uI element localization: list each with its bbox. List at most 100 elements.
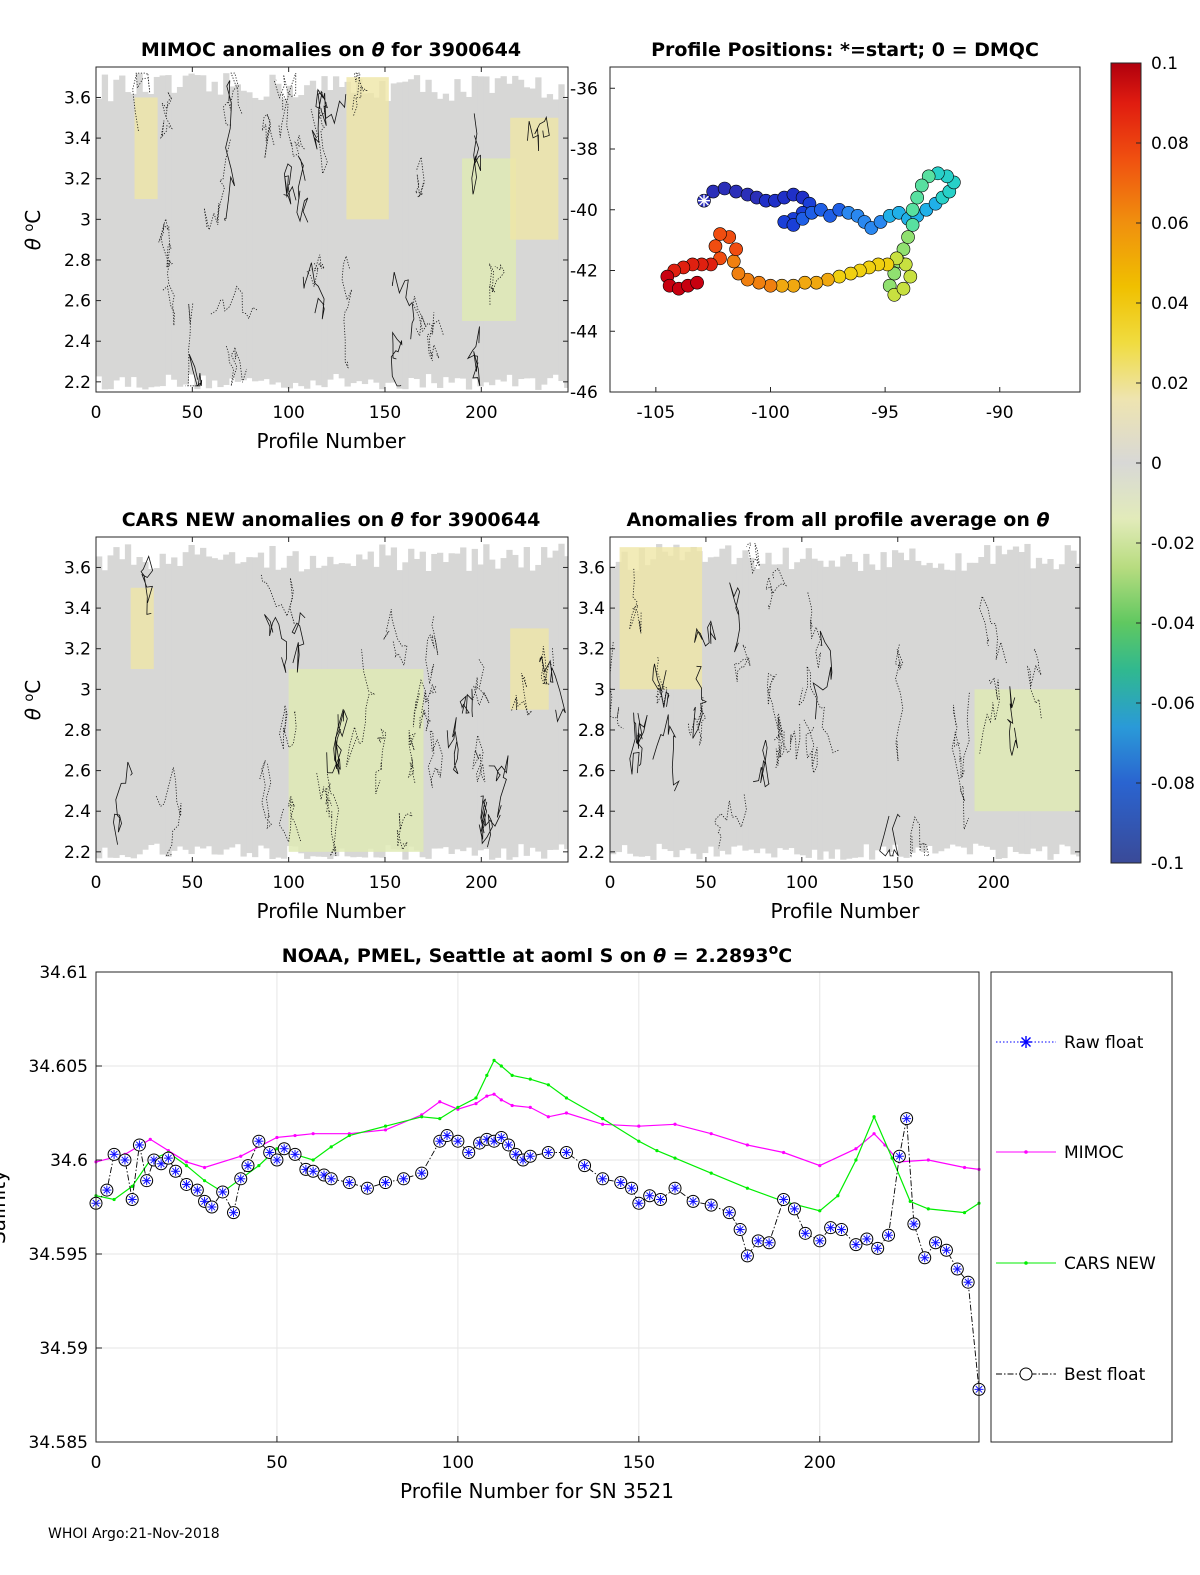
positions-axes: -105 -100 -95 -90 -36 -38 -40 -42 -44 -46	[570, 79, 1014, 423]
heatmap-cell	[101, 74, 109, 390]
xtick-label: -95	[871, 403, 899, 423]
heatmap-cell	[327, 90, 334, 380]
heatmap-anomaly-positive	[510, 117, 559, 240]
cars-new-point	[890, 1156, 894, 1160]
heatmap-cell	[367, 93, 374, 380]
heatmap-cell	[644, 565, 651, 857]
profile-position-point	[731, 266, 746, 281]
heatmap-contour	[414, 156, 425, 198]
heatmap-cell	[483, 544, 490, 850]
raw-float-point	[634, 1198, 644, 1208]
heatmap-cell	[205, 91, 213, 389]
heatmap-contour	[282, 93, 305, 158]
heatmap-cell	[817, 560, 824, 860]
heatmap-cell	[211, 81, 218, 381]
legend-raw-marker	[1020, 1036, 1032, 1048]
salinity-series	[89, 1058, 986, 1396]
heatmap-cell	[176, 86, 184, 387]
ytick-label: 34.59	[39, 1339, 88, 1359]
ytick-label: 2.8	[64, 721, 91, 741]
heatmap-contour	[526, 115, 550, 152]
mimoc-point	[438, 1100, 442, 1104]
heatmap-cell	[373, 97, 380, 383]
cars-new-point	[818, 1209, 822, 1213]
heatmap-contour	[391, 272, 415, 340]
cars-xlabel: Profile Number	[257, 899, 407, 923]
heatmap-cell	[771, 564, 778, 858]
profile-position-point	[821, 272, 835, 287]
ytick-label: 2.2	[64, 843, 91, 863]
profile-position-point	[786, 278, 801, 293]
heatmap-cell	[886, 567, 893, 853]
heatmap-contour	[511, 672, 533, 717]
profile-position-point	[910, 190, 925, 205]
positions-panel: Profile Positions: *=start; 0 = DMQC -10…	[570, 39, 1081, 423]
colorbar-tick-label: -0.08	[1151, 774, 1195, 794]
heatmap-cell	[943, 569, 951, 849]
heatmap-cell	[298, 95, 305, 387]
ytick-label: 34.6	[50, 1151, 88, 1171]
raw-float-point	[800, 1228, 810, 1238]
heatmap-cell	[794, 562, 801, 855]
heatmap-cell	[419, 91, 426, 388]
raw-float-point	[134, 1140, 144, 1150]
heatmap-contour	[472, 659, 490, 707]
ytick-label: 34.595	[29, 1245, 88, 1265]
cars-new-point	[854, 1158, 858, 1162]
heatmap-cell	[558, 84, 565, 382]
heatmap-cell	[448, 100, 455, 383]
heatmap-cell	[966, 562, 974, 855]
profile-position-point	[690, 275, 704, 290]
cars-new-point	[112, 1197, 116, 1202]
heatmap-cell	[130, 564, 137, 859]
profile-position-point	[896, 242, 911, 257]
heatmap-cell	[431, 553, 438, 849]
heatmap-cell	[315, 90, 322, 386]
heatmap-cell	[477, 564, 484, 851]
heatmap-cell	[194, 554, 201, 847]
heatmap-cell	[159, 553, 166, 855]
heatmap-cell	[442, 562, 450, 848]
raw-float-point	[218, 1187, 228, 1197]
heatmap-contour	[472, 735, 486, 783]
raw-float-point	[504, 1140, 514, 1150]
heatmap-contour	[488, 755, 509, 818]
cars-new-point	[637, 1139, 641, 1143]
mimoc-point	[601, 1122, 605, 1126]
heatmap-cell	[124, 544, 132, 858]
heatmap-contour	[753, 739, 770, 788]
raw-float-point	[344, 1178, 354, 1188]
heatmap-cell	[153, 76, 161, 387]
mimoc-point	[184, 1160, 189, 1164]
heatmap-cell	[615, 561, 623, 853]
raw-float-point	[207, 1202, 217, 1212]
xtick-label: 150	[882, 873, 914, 893]
heatmap-cell	[379, 81, 386, 390]
raw-float-point	[902, 1114, 912, 1124]
heatmap-contour	[352, 72, 368, 116]
heatmap-contour	[407, 730, 416, 783]
heatmap-cell	[506, 549, 513, 860]
heatmap-cell	[932, 567, 939, 854]
profile-position-point	[708, 239, 723, 254]
cars-new-point	[456, 1105, 460, 1109]
ytick-label: -36	[570, 79, 598, 99]
mimoc-point	[926, 1158, 930, 1162]
heatmap-cell	[903, 560, 910, 858]
heatmap-contour	[910, 816, 930, 858]
heatmap-cell	[269, 545, 276, 860]
heatmap-contour	[692, 665, 707, 739]
heatmap-cell	[286, 85, 294, 389]
heatmap-cell	[153, 568, 161, 844]
heatmap-contour	[1007, 686, 1018, 756]
salinity-plot-area	[96, 972, 979, 1442]
heatmap-contour	[341, 254, 353, 369]
heatmap-contour	[652, 663, 670, 708]
heatmap-cell	[361, 93, 369, 385]
ytick-label: 3.4	[64, 129, 91, 149]
heatmap-cell	[234, 563, 241, 845]
heatmap-cell	[96, 98, 103, 377]
mimoc-point	[637, 1124, 641, 1128]
heatmap-cell	[130, 93, 137, 378]
